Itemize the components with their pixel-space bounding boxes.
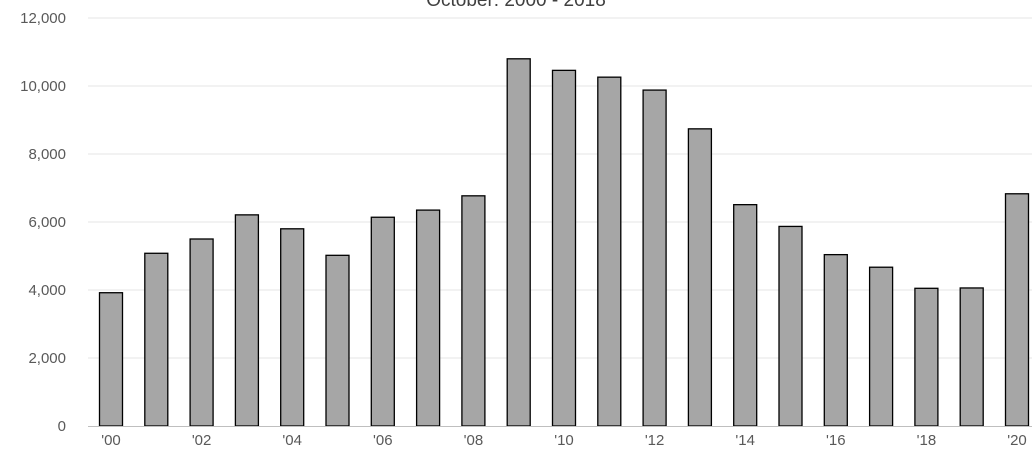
y-tick-label: 10,000 [20,78,66,95]
bar-'13 [688,129,711,426]
bar-'16 [824,255,847,426]
x-tick-label: '10 [554,432,574,448]
bar-'20 [1006,194,1029,426]
x-tick-label: '00 [101,432,121,448]
x-tick-label: '18 [917,432,937,448]
y-tick-label: 2,000 [28,350,66,367]
bar-'09 [507,59,530,426]
bar-'03 [235,215,258,426]
x-tick-label: '16 [826,432,846,448]
x-tick-label: '14 [735,432,755,448]
bars [100,59,1029,426]
x-tick-label: '04 [282,432,302,448]
bar-'06 [371,217,394,426]
bar-'04 [281,229,304,426]
bar-'19 [960,288,983,426]
bar-'00 [100,293,123,426]
bar-'01 [145,253,168,426]
chart-title: October: 2000 - 2018 [0,0,1032,12]
bar-'10 [553,70,576,426]
y-tick-label: 6,000 [28,214,66,231]
x-tick-label: '02 [192,432,212,448]
y-tick-label: 4,000 [28,282,66,299]
bar-'17 [870,267,893,426]
bar-'02 [190,239,213,426]
x-tick-label: '08 [464,432,484,448]
bar-'11 [598,77,621,426]
bar-'14 [734,205,757,426]
bar-'08 [462,196,485,426]
bar-'12 [643,90,666,426]
y-tick-label: 8,000 [28,146,66,163]
y-tick-label: 12,000 [20,10,66,27]
bar-'07 [417,210,440,426]
bar-'18 [915,288,938,426]
x-tick-label: '20 [1007,432,1027,448]
x-tick-label: '06 [373,432,393,448]
bar-'05 [326,255,349,426]
x-tick-label: '12 [645,432,665,448]
y-tick-label: 0 [58,418,66,435]
bar-'15 [779,226,802,426]
